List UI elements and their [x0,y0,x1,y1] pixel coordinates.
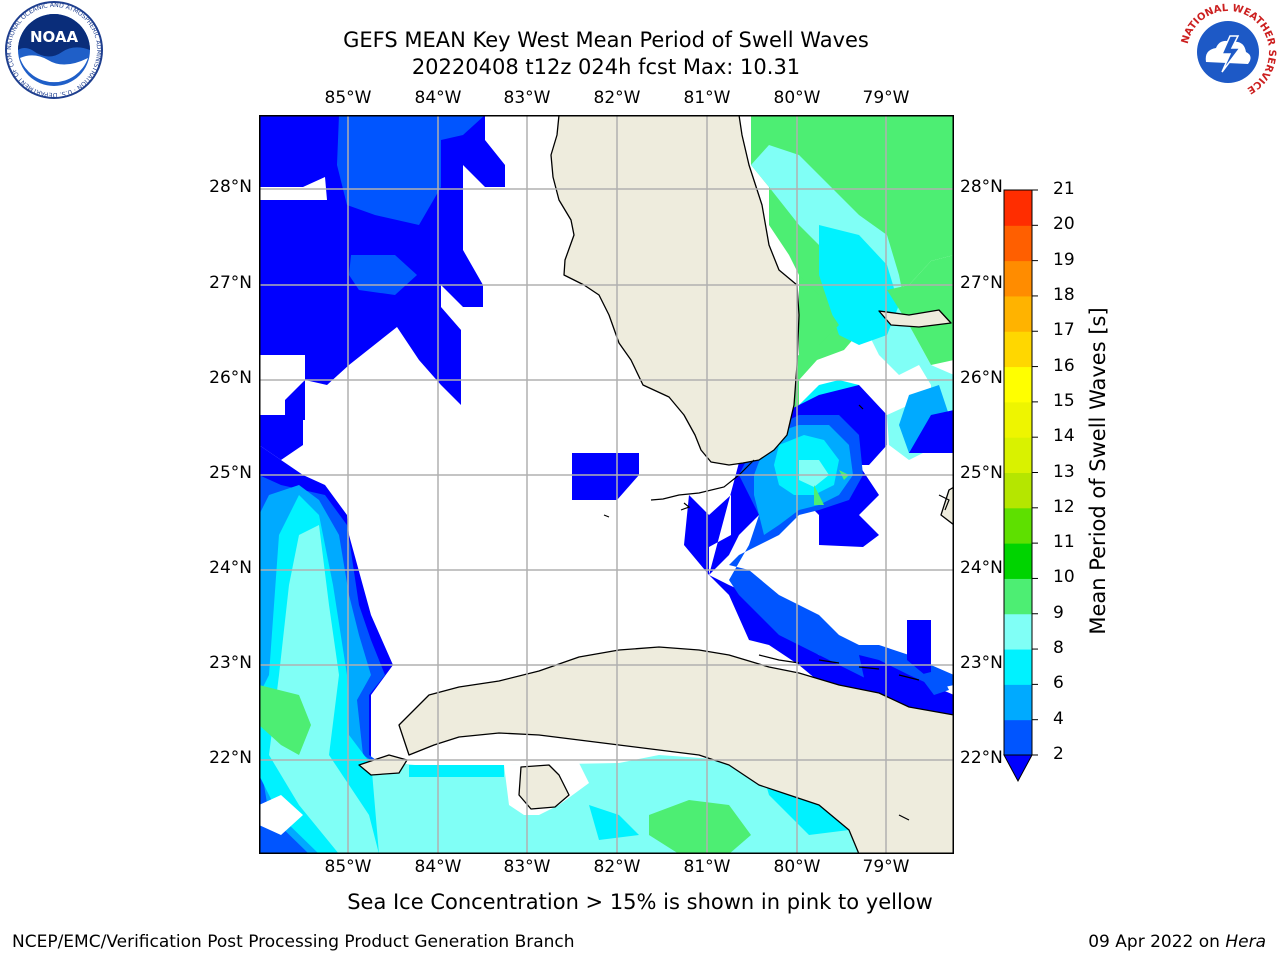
footer-date-text: 09 Apr 2022 on [1088,932,1226,952]
lon-label-top: 83°W [503,88,551,108]
colorbar-tick-label: 9 [1053,602,1064,623]
colorbar-segment [1004,260,1032,297]
colorbar-segment [1004,331,1032,368]
colorbar-segment [1004,684,1032,721]
colorbar-segment [1004,225,1032,262]
cuba-landmass [398,646,954,854]
lon-label-bottom: 85°W [324,857,372,877]
lat-label-right: 23°N [960,653,1003,673]
colorbar-segment [1004,190,1032,226]
sea-ice-caption: Sea Ice Concentration > 15% is shown in … [347,890,933,914]
colorbar-tick-label: 21 [1053,179,1075,199]
colorbar-segment [1004,295,1032,332]
isle-of-youth [518,764,570,810]
noaa-logo-text: NOAA [30,28,79,46]
lat-label-left: 22°N [209,748,252,768]
lon-label-top: 80°W [773,88,821,108]
colorbar-segment [1004,437,1032,473]
lat-label-right: 27°N [960,273,1003,293]
lat-label-right: 22°N [960,748,1003,768]
colorbar-tick-label: 6 [1053,673,1064,694]
lon-label-top: 82°W [593,88,641,108]
lon-label-bottom: 84°W [414,857,462,877]
colorbar-tick-label: 13 [1053,461,1075,482]
colorbar-segment [1004,507,1032,544]
lon-label-bottom: 80°W [773,857,821,877]
colorbar-segment [1004,613,1032,650]
lat-label-left: 25°N [209,463,252,483]
lon-label-top: 85°W [324,88,372,108]
colorbar [1003,189,1038,783]
lat-label-right: 24°N [960,558,1003,578]
colorbar-tick-label: 16 [1053,355,1075,376]
lon-label-top: 84°W [414,88,462,108]
colorbar-segment [1004,401,1032,438]
lon-label-bottom: 82°W [593,857,641,877]
colorbar-tick-label: 11 [1053,532,1075,553]
colorbar-tick-label: 19 [1053,249,1075,270]
colorbar-segment [1004,472,1032,509]
colorbar-tick-label: 2 [1053,744,1064,764]
colorbar-tick-label: 18 [1053,284,1075,305]
map-frame [259,115,954,854]
colorbar-segment [1004,366,1032,403]
noaa-logo: NATIONAL OCEANIC AND ATMOSPHERIC ADMINIS… [4,0,103,99]
colorbar-segment [1004,719,1032,756]
colorbar-tick-label: 14 [1053,426,1075,447]
land [358,115,954,854]
lat-label-left: 26°N [209,368,252,388]
lat-label-left: 24°N [209,558,252,578]
lat-label-left: 23°N [209,653,252,673]
colorbar-tick-label: 8 [1053,638,1064,659]
colorbar-tick-label: 10 [1053,567,1075,588]
gridlines [259,115,954,854]
lat-label-left: 27°N [209,273,252,293]
chart-title: GEFS MEAN Key West Mean Period of Swell … [343,28,869,52]
lat-label-left: 28°N [209,177,252,197]
lat-label-right: 26°N [960,368,1003,388]
lon-label-top: 81°W [683,88,731,108]
colorbar-tick-label: 20 [1053,214,1075,235]
footer-credit: NCEP/EMC/Verification Post Processing Pr… [12,932,575,952]
colorbar-tick-label: 4 [1053,708,1064,729]
footer-date: 09 Apr 2022 on Hera [1088,932,1266,952]
lon-label-bottom: 83°W [503,857,551,877]
nws-logo: NATIONAL WEATHER SERVICE [1179,3,1277,101]
colorbar-under-arrow [1003,754,1033,783]
swell-field [259,115,954,854]
colorbar-tick-label: 15 [1053,390,1075,411]
colorbar-segment [1004,578,1032,615]
colorbar-segment [1004,649,1032,685]
chart-subtitle: 20220408 t12z 024h fcst Max: 10.31 [411,55,801,79]
swell-period-map [259,115,954,854]
lon-label-top: 79°W [862,88,910,108]
colorbar-tick-label: 17 [1053,320,1075,341]
colorbar-label: Mean Period of Swell Waves [s] [1086,307,1110,635]
florida-landmass [550,115,800,466]
lat-label-right: 28°N [960,177,1003,197]
colorbar-tick-label: 12 [1053,496,1075,517]
lon-label-bottom: 81°W [683,857,731,877]
colorbar-segment [1004,543,1032,579]
footer-machine: Hera [1225,932,1266,952]
lat-label-right: 25°N [960,463,1003,483]
lon-label-bottom: 79°W [862,857,910,877]
